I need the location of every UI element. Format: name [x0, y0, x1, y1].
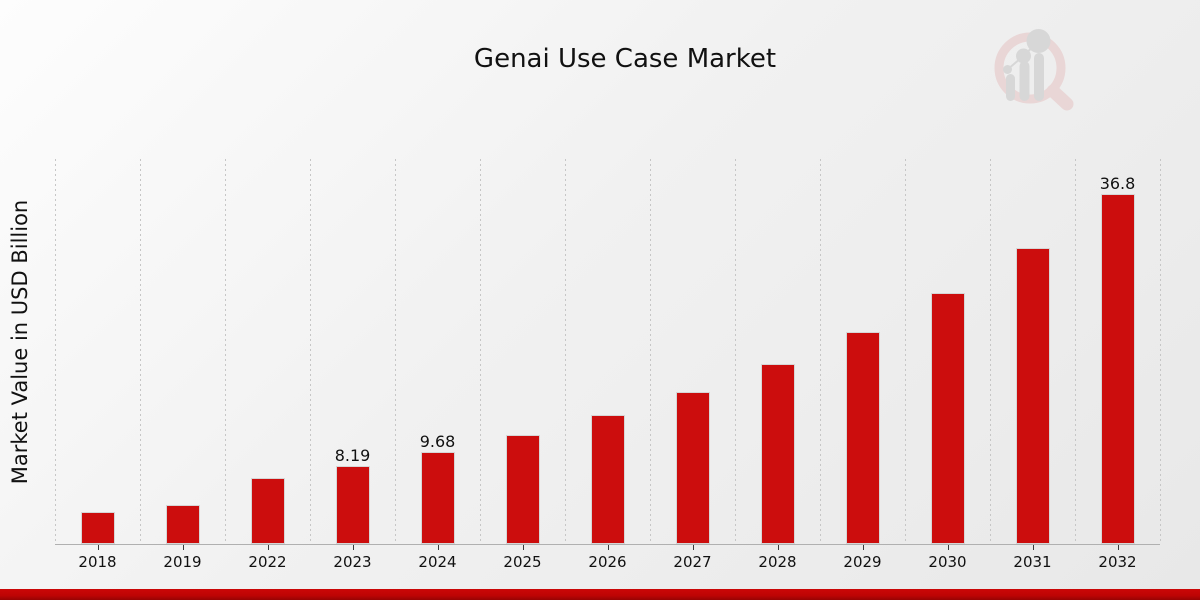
x-tick-label-2025: 2025 — [503, 553, 542, 571]
gridline — [140, 159, 141, 544]
x-tick-label-2032: 2032 — [1098, 553, 1137, 571]
bar-slot-2028 — [735, 159, 820, 544]
x-tick-label-2023: 2023 — [333, 553, 372, 571]
bar-slot-2023: 8.19 — [310, 159, 395, 544]
x-axis-tick — [1117, 545, 1119, 550]
bar-slot-2032: 36.8 — [1075, 159, 1160, 544]
x-tick-label-2022: 2022 — [248, 553, 287, 571]
bar-slot-2029 — [820, 159, 905, 544]
gridline — [905, 159, 906, 544]
bar-slot-2030 — [905, 159, 990, 544]
bar-2023 — [335, 466, 370, 544]
gridline — [1160, 159, 1161, 544]
x-tick-label-2029: 2029 — [843, 553, 882, 571]
bar-slot-2027 — [650, 159, 735, 544]
x-axis-tick — [352, 545, 354, 550]
x-axis-tick — [182, 545, 184, 550]
gridline — [480, 159, 481, 544]
gridline — [650, 159, 651, 544]
bar-value-label: 9.68 — [419, 432, 456, 451]
bar-2022 — [250, 478, 285, 544]
bar-2024 — [420, 452, 455, 544]
bar-value-label: 36.8 — [1099, 174, 1136, 193]
x-tick-label-2028: 2028 — [758, 553, 797, 571]
x-tick-label-2019: 2019 — [163, 553, 202, 571]
bar-slot-2025 — [480, 159, 565, 544]
x-tick-label-2024: 2024 — [418, 553, 457, 571]
gridline — [310, 159, 311, 544]
gridline — [820, 159, 821, 544]
x-axis-tick — [1032, 545, 1034, 550]
magnifier-bar-chart-logo-icon — [994, 29, 1074, 111]
bar-slot-2026 — [565, 159, 650, 544]
gridline — [1075, 159, 1076, 544]
gridline — [395, 159, 396, 544]
x-tick-label-2026: 2026 — [588, 553, 627, 571]
bar-2032 — [1100, 194, 1135, 544]
bar-slot-2019 — [140, 159, 225, 544]
bar-2031 — [1015, 248, 1050, 544]
x-axis-tick — [267, 545, 269, 550]
x-axis-tick — [437, 545, 439, 550]
x-tick-label-2027: 2027 — [673, 553, 712, 571]
y-axis-label: Market Value in USD Billion — [8, 199, 32, 485]
x-tick-label-2031: 2031 — [1013, 553, 1052, 571]
gridline — [990, 159, 991, 544]
gridline — [55, 159, 56, 544]
x-axis-tick — [947, 545, 949, 550]
x-axis-tick — [777, 545, 779, 550]
footer-accent-bar — [0, 589, 1200, 600]
bar-2019 — [165, 505, 200, 544]
bar-slot-2031 — [990, 159, 1075, 544]
bar-slot-2018 — [55, 159, 140, 544]
bar-2026 — [590, 415, 625, 544]
bar-slot-2024: 9.68 — [395, 159, 480, 544]
bar-2028 — [760, 364, 795, 544]
bar-value-label: 8.19 — [334, 446, 371, 465]
plot-area: 2018 2019 2022 2023 8.19 2024 9.68 2025 2026 2027… — [55, 159, 1161, 571]
x-axis-tick — [97, 545, 99, 550]
x-axis-tick — [862, 545, 864, 550]
bar-2027 — [675, 392, 710, 544]
bar-2029 — [845, 332, 880, 544]
chart-title: Genai Use Case Market — [473, 44, 777, 74]
bar-2025 — [505, 435, 540, 544]
x-axis-tick — [692, 545, 694, 550]
x-tick-label-2030: 2030 — [928, 553, 967, 571]
bar-2018 — [80, 512, 115, 544]
x-axis-tick — [522, 545, 524, 550]
gridline — [565, 159, 566, 544]
x-axis-tick — [607, 545, 609, 550]
bar-2030 — [930, 293, 965, 544]
gridline — [225, 159, 226, 544]
x-tick-label-2018: 2018 — [78, 553, 117, 571]
gridline — [735, 159, 736, 544]
bar-slot-2022 — [225, 159, 310, 544]
